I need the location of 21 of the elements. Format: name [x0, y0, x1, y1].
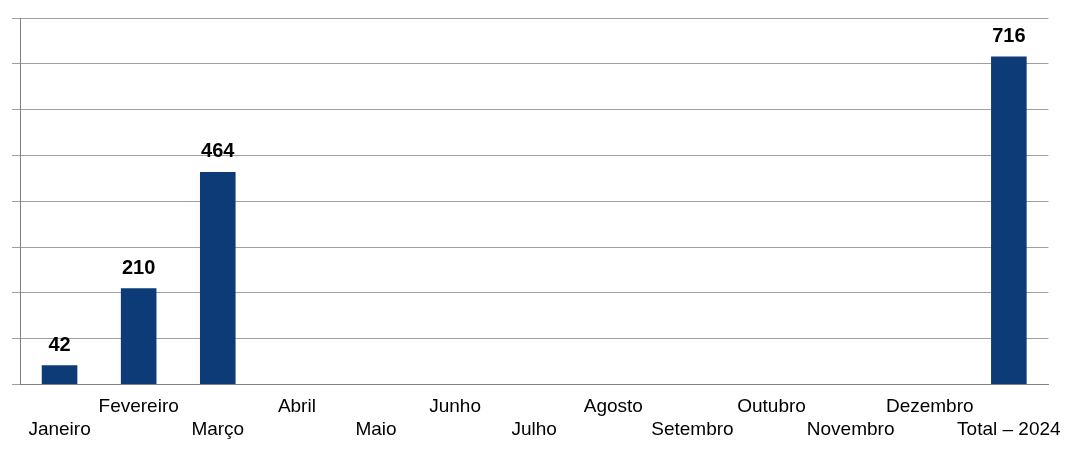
x-tick-label: Fevereiro: [98, 395, 179, 417]
x-tick-label: Outubro: [737, 395, 806, 417]
bar: [199, 171, 236, 384]
x-tick-label: Agosto: [583, 395, 643, 417]
x-tick-label: Dezembro: [885, 395, 974, 417]
x-tick-label: Março: [191, 417, 245, 439]
x-tick-label: Junho: [429, 395, 481, 417]
bar: [991, 56, 1027, 384]
x-tick-label: Novembro: [806, 417, 895, 439]
x-tick-label: Total – 2024: [957, 417, 1062, 439]
data-label: 716: [992, 23, 1026, 46]
x-tick-label: Julho: [511, 417, 557, 439]
x-tick-label: Abril: [277, 395, 316, 417]
data-label: 210: [121, 255, 156, 278]
x-tick-label: Maio: [355, 417, 397, 439]
data-label: 464: [201, 139, 236, 162]
bar: [41, 365, 78, 384]
x-tick-label: Janeiro: [28, 417, 91, 439]
x-tick-label: Setembro: [651, 417, 734, 439]
bar: [120, 288, 157, 384]
data-label: 42: [48, 332, 71, 355]
